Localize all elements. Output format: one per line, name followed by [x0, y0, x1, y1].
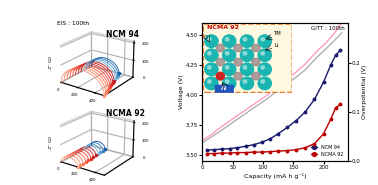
Circle shape [240, 63, 254, 75]
Circle shape [234, 44, 242, 52]
Text: Polarization: Polarization [299, 6, 363, 15]
X-axis label: Z' (Ω): Z' (Ω) [63, 107, 76, 115]
Circle shape [243, 52, 247, 55]
Text: Al: Al [221, 86, 228, 91]
Circle shape [225, 66, 229, 69]
Circle shape [234, 58, 242, 66]
Circle shape [258, 77, 271, 90]
Circle shape [243, 38, 247, 41]
Circle shape [223, 49, 236, 61]
Text: ➡: ➡ [107, 6, 116, 16]
Circle shape [223, 77, 236, 90]
Circle shape [216, 58, 225, 66]
Circle shape [261, 80, 265, 83]
Circle shape [225, 38, 229, 41]
Circle shape [205, 49, 218, 61]
Circle shape [205, 35, 218, 47]
X-axis label: Capacity (mA h g⁻¹): Capacity (mA h g⁻¹) [244, 173, 306, 179]
Text: -Z'' (Ω): -Z'' (Ω) [49, 135, 53, 150]
FancyBboxPatch shape [215, 85, 234, 92]
Circle shape [205, 77, 218, 90]
Circle shape [240, 77, 254, 90]
Text: -Z'' (Ω): -Z'' (Ω) [49, 56, 53, 70]
Text: TM: TM [274, 31, 282, 36]
Circle shape [240, 49, 254, 61]
Text: Li: Li [274, 43, 279, 48]
Circle shape [258, 49, 271, 61]
Circle shape [240, 35, 254, 47]
Y-axis label: Overpotential (V): Overpotential (V) [362, 65, 367, 119]
Circle shape [243, 80, 247, 83]
Circle shape [261, 38, 265, 41]
Circle shape [208, 80, 211, 83]
Circle shape [243, 66, 247, 69]
Circle shape [223, 35, 236, 47]
Circle shape [216, 72, 225, 80]
Circle shape [208, 66, 211, 69]
Circle shape [258, 35, 271, 47]
Circle shape [225, 80, 229, 83]
Legend: NCM 94, NCMA 92: NCM 94, NCMA 92 [309, 143, 345, 159]
Circle shape [223, 63, 236, 75]
Circle shape [205, 63, 218, 75]
Text: GITT : 100th: GITT : 100th [311, 26, 345, 31]
Text: Al-doping: Al-doping [16, 6, 67, 15]
Circle shape [258, 63, 271, 75]
Circle shape [216, 72, 225, 80]
Text: Electrochemical kinetics: Electrochemical kinetics [124, 6, 254, 15]
Text: NCMA 92: NCMA 92 [208, 25, 239, 30]
FancyBboxPatch shape [203, 24, 292, 92]
Text: O: O [204, 35, 208, 40]
Text: NCMA 92: NCMA 92 [106, 109, 145, 118]
Circle shape [261, 52, 265, 55]
Circle shape [252, 72, 260, 80]
Y-axis label: Voltage (V): Voltage (V) [180, 75, 184, 109]
Circle shape [261, 66, 265, 69]
Circle shape [225, 52, 229, 55]
Circle shape [252, 44, 260, 52]
Text: NCM 94: NCM 94 [106, 30, 139, 39]
Circle shape [208, 52, 211, 55]
Text: ➡: ➡ [266, 6, 274, 16]
Circle shape [252, 58, 260, 66]
Circle shape [208, 38, 211, 41]
Circle shape [216, 44, 225, 52]
Circle shape [234, 72, 242, 80]
Text: EIS : 100th: EIS : 100th [57, 21, 89, 26]
